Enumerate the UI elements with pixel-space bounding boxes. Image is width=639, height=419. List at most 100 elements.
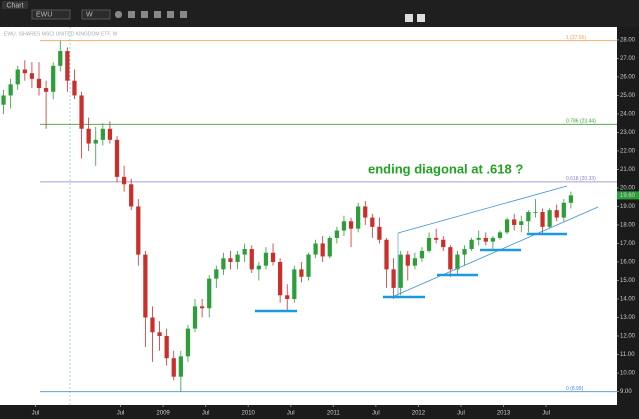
candle-body (405, 254, 410, 266)
candle-body (540, 212, 545, 227)
candle-body (391, 269, 396, 288)
candle-body (377, 226, 382, 240)
candle-body (285, 295, 290, 299)
candle-body (263, 252, 269, 266)
icon[interactable] (417, 14, 425, 22)
candle-body (51, 65, 56, 92)
y-tick-label: 28.00 (620, 38, 636, 44)
y-tick-label: 19.00 (620, 204, 636, 210)
candle-body (519, 221, 524, 225)
candle-body (150, 317, 155, 333)
icon[interactable] (167, 11, 174, 18)
candle-body (278, 261, 283, 296)
support-lines (255, 232, 567, 313)
chart-title: EWU, ISHARES MSCI UNITED KINGDOM ETF, W (4, 31, 118, 37)
x-tick-label: 2009 (156, 411, 170, 417)
icon[interactable] (405, 14, 413, 22)
candle-body (426, 237, 432, 251)
candle-body (157, 332, 162, 336)
y-tick-label: 24.00 (620, 112, 636, 118)
icon[interactable] (128, 11, 135, 18)
last-price-label: 19.60 (620, 193, 636, 199)
candle-body (306, 254, 311, 277)
candle-body (171, 358, 176, 377)
toolbar-icons (115, 11, 425, 22)
symbol: EWU (36, 11, 52, 18)
candle-body (568, 195, 574, 203)
y-tick-label: 10.00 (620, 371, 636, 377)
y-tick-label: 9.00 (620, 389, 632, 395)
plot-area (0, 27, 617, 405)
candle-body (320, 243, 325, 257)
trend-line (397, 185, 568, 234)
icon[interactable] (115, 11, 122, 18)
candle-body (86, 128, 91, 144)
candle-body (100, 128, 105, 140)
y-tick-label: 15.00 (620, 278, 636, 284)
icon[interactable] (180, 11, 187, 18)
y-tick-label: 13.00 (620, 315, 636, 321)
candle-body (72, 80, 77, 96)
candle-body (221, 258, 226, 270)
candle-body (370, 217, 375, 227)
x-tick-label: 2012 (412, 411, 426, 417)
y-tick-label: 12.00 (620, 334, 636, 340)
candle-body (164, 335, 169, 359)
period-select[interactable] (81, 9, 111, 20)
y-tick-label: 16.00 (620, 260, 636, 266)
candle-body (121, 176, 127, 185)
candle-body (490, 237, 496, 242)
candle-body (348, 221, 354, 229)
y-tick-label: 23.00 (620, 130, 636, 136)
x-tick-label: Jul (117, 411, 125, 417)
candle-body (36, 78, 42, 89)
candle-body (313, 243, 318, 255)
candle-body (79, 95, 84, 129)
drawings (255, 185, 599, 313)
symbol-input[interactable] (31, 9, 71, 20)
candle-body (476, 237, 481, 240)
candle-body (22, 69, 27, 74)
candle-body (412, 258, 418, 266)
x-tick-label: 2010 (242, 411, 256, 417)
icon[interactable] (154, 11, 161, 18)
candle-body (448, 247, 453, 270)
candle-body (384, 239, 389, 270)
y-tick-label: 17.00 (620, 241, 636, 247)
trend-line (391, 206, 599, 298)
candle-body (434, 237, 439, 240)
candle-body (58, 51, 63, 66)
candle-body (341, 221, 347, 231)
x-tick-label: Jul (287, 411, 295, 417)
candle-body (199, 306, 205, 309)
price-axis (617, 27, 639, 419)
fib-label: 1 (27.96) (566, 35, 586, 41)
candle-body (207, 278, 212, 309)
fib-label: 0 (8.99) (566, 386, 584, 392)
candle-body (228, 258, 233, 262)
candle-body (270, 252, 276, 262)
candle-body (512, 219, 517, 225)
candle-body (533, 212, 538, 213)
candle-body (8, 84, 13, 96)
last-price-box (617, 191, 639, 200)
candle-body (547, 210, 552, 227)
candle-body (441, 239, 446, 248)
candle-body (292, 269, 297, 299)
candle-body (469, 239, 474, 250)
candle-body (554, 210, 559, 218)
candle-body (235, 254, 240, 262)
y-tick-label: 11.00 (620, 352, 635, 358)
icon[interactable] (141, 11, 148, 18)
fib-label: 0.786 (23.44) (566, 119, 596, 125)
plot: 1 (27.96) 0.786 (23.44) 0.618 (20.33) 0 (8.… (1, 35, 617, 393)
candle-body (561, 202, 566, 218)
y-tick-label: 27.00 (620, 56, 636, 62)
candle-body (356, 206, 361, 229)
y-tick-label: 25.00 (620, 93, 636, 99)
candle-body (497, 232, 503, 238)
x-tick-label: Jul (202, 411, 210, 417)
fib-label: 0.618 (20.33) (566, 176, 596, 182)
tab[interactable] (2, 1, 28, 9)
candle-body (504, 219, 510, 233)
